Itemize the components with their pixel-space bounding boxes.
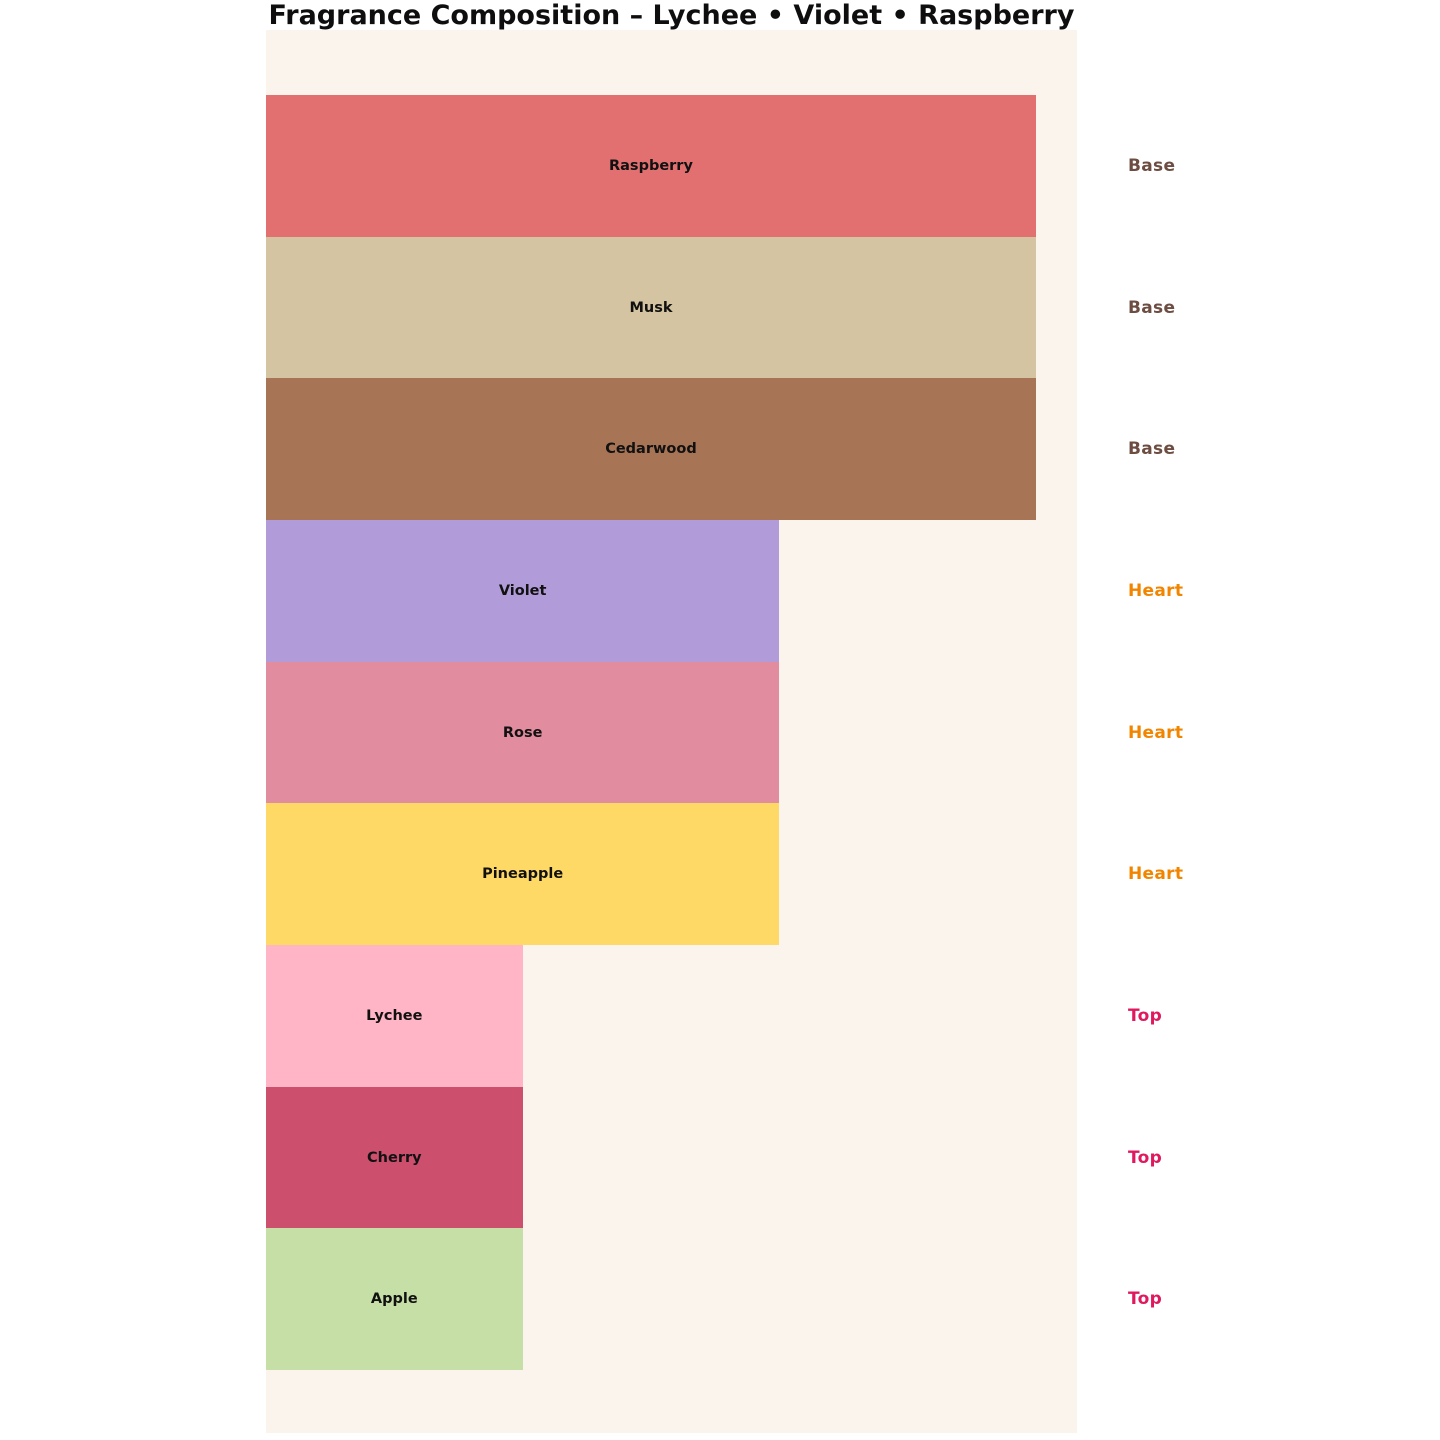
phase-label-heart: Heart bbox=[1128, 864, 1184, 885]
bar-musk: Musk bbox=[266, 236, 1036, 379]
plot-area: Raspberry Musk Cedarwood Violet Rose Pineappl… bbox=[266, 30, 1077, 1433]
phase-row: Top bbox=[1128, 1087, 1388, 1229]
bar-cherry: Cherry bbox=[266, 1086, 523, 1229]
phase-label-top: Top bbox=[1128, 1005, 1163, 1026]
bar-violet: Violet bbox=[266, 520, 780, 662]
bar-label: Cherry bbox=[367, 1149, 422, 1166]
phase-label-top: Top bbox=[1128, 1289, 1163, 1310]
bar-row: Apple bbox=[266, 1228, 1077, 1371]
bar-raspberry: Raspberry bbox=[266, 95, 1036, 237]
bar-label: Raspberry bbox=[608, 157, 693, 174]
bar-row: Violet bbox=[266, 520, 1077, 662]
bar-row: Rose bbox=[266, 661, 1077, 804]
bar-label: Rose bbox=[502, 724, 543, 741]
bar-row: Pineapple bbox=[266, 803, 1077, 946]
bar-label: Apple bbox=[370, 1291, 418, 1308]
phase-label-base: Base bbox=[1128, 439, 1176, 460]
phase-labels-column: Base Base Base Heart Heart Heart Top Top Top bbox=[1128, 95, 1388, 1370]
phase-label-heart: Heart bbox=[1128, 580, 1184, 601]
chart-title: Fragrance Composition – Lychee • Violet … bbox=[268, 0, 1075, 31]
bar-cedarwood: Cedarwood bbox=[266, 378, 1036, 521]
bars-container: Raspberry Musk Cedarwood Violet Rose Pineappl… bbox=[266, 95, 1077, 1371]
bar-label: Musk bbox=[629, 299, 673, 316]
phase-row: Heart bbox=[1128, 662, 1388, 804]
bar-label: Lychee bbox=[366, 1007, 423, 1024]
bar-row: Lychee bbox=[266, 945, 1077, 1087]
bar-lychee: Lychee bbox=[266, 945, 523, 1087]
bar-label: Cedarwood bbox=[605, 441, 697, 458]
phase-label-heart: Heart bbox=[1128, 722, 1184, 743]
phase-row: Heart bbox=[1128, 520, 1388, 662]
phase-label-base: Base bbox=[1128, 155, 1176, 176]
phase-label-base: Base bbox=[1128, 297, 1176, 318]
bar-row: Musk bbox=[266, 236, 1077, 379]
phase-row: Base bbox=[1128, 237, 1388, 379]
phase-row: Base bbox=[1128, 378, 1388, 520]
phase-row: Heart bbox=[1128, 803, 1388, 945]
bar-apple: Apple bbox=[266, 1228, 523, 1371]
bar-label: Pineapple bbox=[482, 866, 564, 883]
phase-row: Top bbox=[1128, 1228, 1388, 1370]
bar-pineapple: Pineapple bbox=[266, 803, 780, 946]
bar-row: Raspberry bbox=[266, 95, 1077, 237]
bar-row: Cedarwood bbox=[266, 378, 1077, 521]
bar-rose: Rose bbox=[266, 661, 780, 804]
phase-label-top: Top bbox=[1128, 1147, 1163, 1168]
phase-row: Base bbox=[1128, 95, 1388, 237]
bar-row: Cherry bbox=[266, 1086, 1077, 1229]
bar-label: Violet bbox=[498, 582, 547, 599]
phase-row: Top bbox=[1128, 945, 1388, 1087]
